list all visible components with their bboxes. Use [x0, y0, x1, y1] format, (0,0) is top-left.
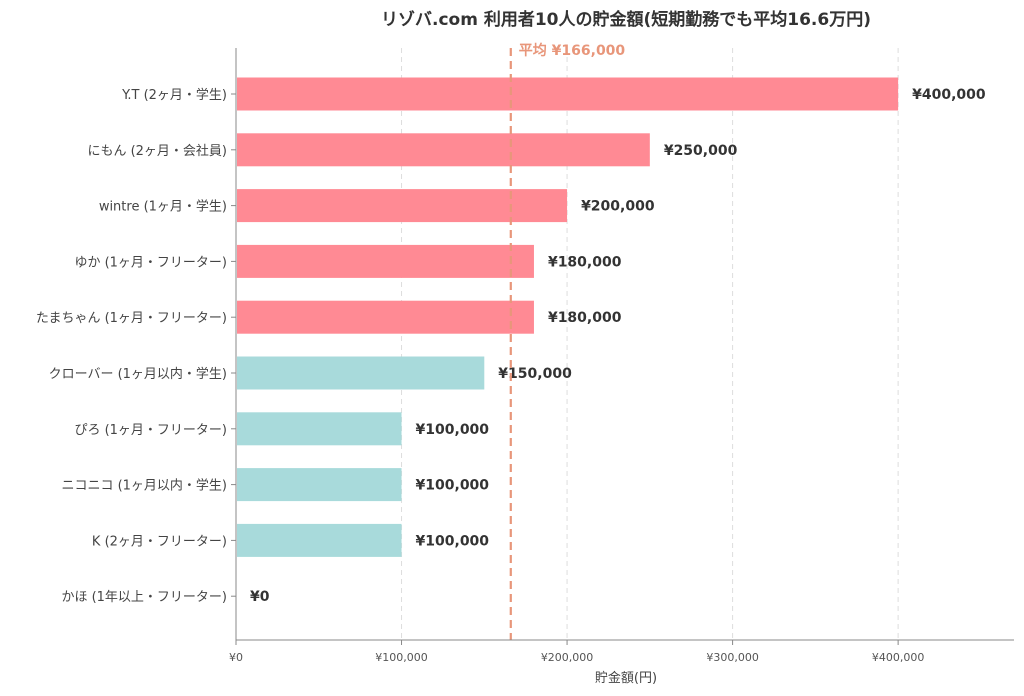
category-label: ニコニコ (1ヶ月以内・学生): [61, 478, 227, 494]
value-label: ¥400,000: [912, 87, 986, 103]
average-marker: 平均 ¥166,000: [509, 42, 626, 640]
value-label: ¥100,000: [416, 478, 490, 494]
x-axis-label: 貯金額(円): [595, 670, 657, 686]
axes: ¥0 ¥100,000 ¥200,000 ¥300,000 ¥400,000 Y.T (2…: [36, 48, 1014, 664]
value-label: ¥100,000: [416, 533, 490, 549]
category-label: たまちゃん (1ヶ月・フリーター): [36, 311, 227, 326]
category-label: K (2ヶ月・フリーター): [92, 534, 227, 549]
value-label: ¥0: [250, 589, 270, 605]
value-label: ¥150,000: [498, 366, 572, 382]
value-label: ¥200,000: [581, 199, 655, 215]
value-label: ¥180,000: [548, 310, 622, 326]
x-tick-label: ¥400,000: [872, 651, 925, 664]
bar: [237, 356, 485, 390]
average-label: 平均 ¥166,000: [519, 42, 626, 59]
x-tick-label: ¥300,000: [706, 651, 759, 664]
value-label: ¥100,000: [416, 422, 490, 438]
chart-title: リゾバ.com 利用者10人の貯金額(短期勤務でも平均16.6万円): [381, 9, 871, 30]
category-label: ぴろ (1ヶ月・フリーター): [74, 423, 227, 438]
x-tick-label: ¥200,000: [541, 651, 594, 664]
category-label: Y.T (2ヶ月・学生): [121, 87, 227, 103]
bar: [237, 468, 402, 502]
category-label: かほ (1年以上・フリーター): [61, 590, 227, 605]
category-label: にもん (2ヶ月・会社員): [87, 143, 227, 159]
bar: [237, 189, 568, 223]
x-tick-label: ¥0: [229, 651, 243, 664]
category-label: wintre (1ヶ月・学生): [99, 199, 227, 215]
category-label: クローバー (1ヶ月以内・学生): [49, 366, 227, 382]
bar: [237, 300, 534, 334]
bar: [237, 523, 402, 557]
bar: [237, 244, 534, 278]
bar: [237, 133, 650, 167]
category-label: ゆか (1ヶ月・フリーター): [74, 255, 227, 270]
x-tick-label: ¥100,000: [375, 651, 428, 664]
value-label: ¥180,000: [548, 254, 622, 270]
value-label: ¥250,000: [664, 143, 738, 159]
bar: [237, 412, 402, 446]
bar: [237, 77, 899, 111]
bars: ¥400,000 ¥250,000 ¥200,000 ¥180,000 ¥180,000…: [237, 77, 986, 605]
